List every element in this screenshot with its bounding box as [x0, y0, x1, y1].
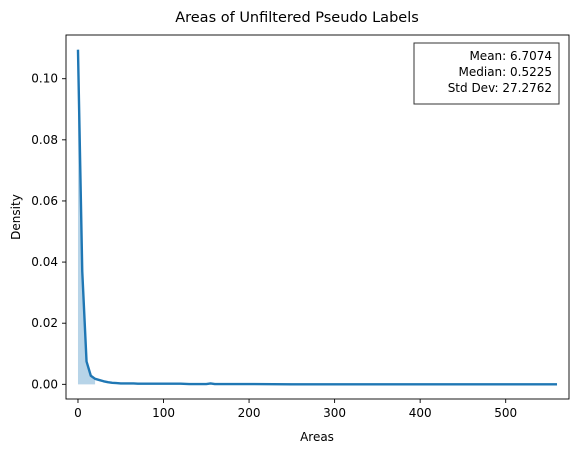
- density-line: [76, 49, 558, 386]
- x-tick-label: 0: [74, 406, 82, 420]
- x-tick-label: 200: [238, 406, 261, 420]
- y-tick-label: 0.04: [31, 255, 58, 269]
- y-axis-ticks: 0.00 0.02 0.04 0.06 0.08 0.10: [31, 72, 66, 391]
- x-tick-label: 100: [152, 406, 175, 420]
- plot-area: [76, 49, 558, 386]
- x-axis-ticks: 0 100 200 300 400 500: [74, 399, 517, 420]
- stats-mean: Mean: 6.7074: [469, 49, 552, 63]
- stats-median: Median: 0.5225: [459, 65, 553, 79]
- y-tick-label: 0.10: [31, 72, 58, 86]
- chart-title: Areas of Unfiltered Pseudo Labels: [175, 10, 419, 26]
- stats-box: Mean: 6.7074 Median: 0.5225 Std Dev: 27.…: [413, 42, 560, 105]
- stats-std-dev: Std Dev: 27.2762: [448, 81, 552, 95]
- x-tick-label: 500: [494, 406, 517, 420]
- y-tick-label: 0.00: [31, 377, 58, 391]
- y-axis-label: Density: [9, 194, 23, 240]
- x-tick-label: 400: [409, 406, 432, 420]
- x-tick-label: 300: [323, 406, 346, 420]
- density-area-fill: [77, 49, 96, 385]
- y-tick-label: 0.08: [31, 133, 58, 147]
- axes-frame: [65, 34, 570, 400]
- stats-box-frame: [413, 42, 560, 105]
- x-axis-label: Areas: [300, 430, 334, 444]
- y-tick-label: 0.06: [31, 194, 58, 208]
- y-tick-label: 0.02: [31, 316, 58, 330]
